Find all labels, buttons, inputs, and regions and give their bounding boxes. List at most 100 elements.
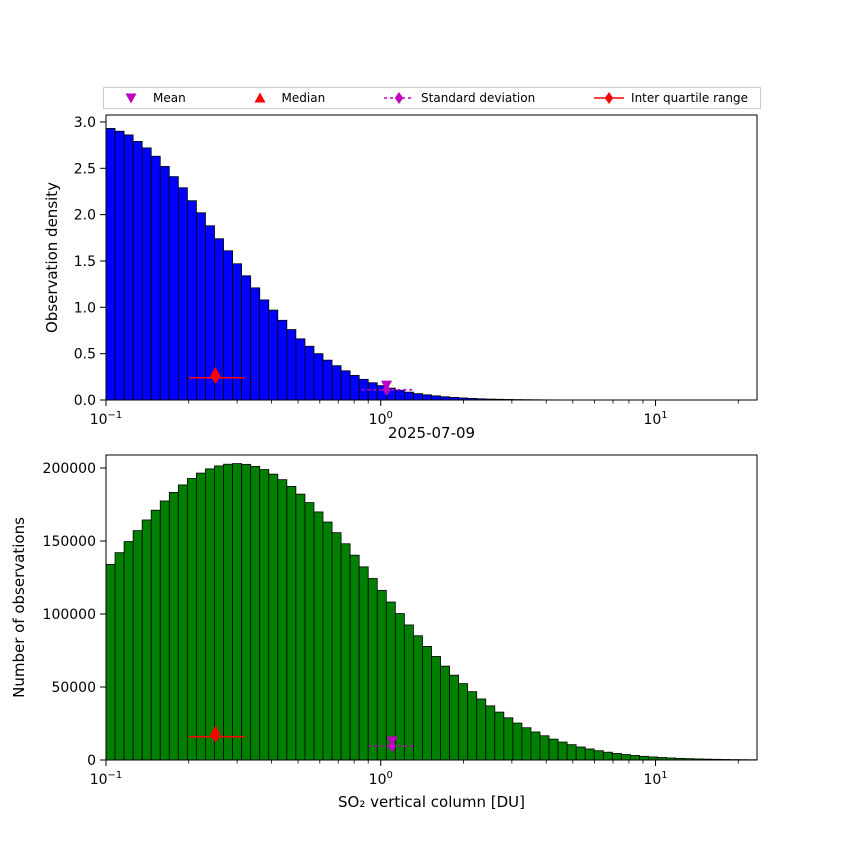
histogram-bars: [105, 463, 758, 761]
histogram-bar: [376, 589, 387, 761]
legend-item-standard-deviation: Standard deviation: [384, 91, 535, 105]
y-axis-label: Number of observations: [10, 517, 28, 698]
x-tick-label: 10−1: [90, 770, 123, 788]
histogram-bar: [123, 134, 134, 401]
histogram-bar: [539, 735, 550, 761]
histogram-bar: [331, 532, 342, 761]
histogram-bar: [177, 484, 188, 761]
chart-title: 2025-07-09: [388, 424, 475, 442]
legend: Mean Median Standard deviation Inter quarti…: [103, 87, 761, 109]
histogram-bar: [413, 393, 423, 401]
histogram-bar: [494, 711, 505, 761]
histogram-bar: [340, 370, 351, 401]
histogram-bar: [575, 746, 586, 761]
histogram-bar: [413, 635, 423, 761]
histogram-bar: [277, 479, 288, 761]
histogram-bar: [268, 473, 279, 761]
histogram-bar: [331, 365, 342, 401]
histogram-bar: [223, 463, 233, 761]
histogram-bar: [132, 141, 143, 401]
median-marker: [254, 92, 266, 103]
diamond-solid-icon: [594, 92, 625, 104]
triangle-up-icon: [254, 92, 266, 103]
histogram-bar: [286, 485, 297, 761]
legend-label: Inter quartile range: [631, 91, 748, 105]
histogram-bar: [214, 465, 224, 761]
axes-frame: [105, 114, 758, 401]
histogram-bar: [105, 563, 116, 761]
histogram-bar: [196, 472, 206, 761]
histogram-bar: [530, 731, 541, 761]
histogram-bar: [168, 491, 179, 761]
histogram-bar: [485, 705, 496, 761]
standard-deviation-marker: [387, 740, 397, 753]
histogram-bar: [422, 646, 432, 761]
legend-label: Median: [281, 91, 326, 105]
x-tick-label: 100: [369, 770, 393, 788]
statistic-markers: [188, 366, 413, 396]
histogram-bar: [268, 309, 279, 401]
histogram-bar: [114, 130, 125, 401]
histogram-bar: [205, 468, 215, 761]
histogram-bar: [367, 382, 378, 401]
legend-label: Mean: [153, 91, 186, 105]
histogram-bar: [458, 683, 469, 761]
legend-label: Standard deviation: [421, 91, 536, 105]
histogram-bar: [150, 509, 161, 761]
histogram-bar: [250, 465, 261, 761]
histogram-bar: [259, 299, 270, 401]
x-axis-ticks: 10−1 100 101: [90, 760, 739, 788]
histogram-bar: [322, 359, 333, 401]
median-marker: [209, 725, 221, 736]
histogram-bar: [403, 624, 414, 761]
histogram-bar: [394, 389, 405, 401]
y-axis-ticks: 0 50000 100000 150000 200000: [43, 461, 106, 769]
y-tick-label: 1.0: [74, 300, 96, 316]
y-tick-label: 2.5: [74, 161, 96, 177]
histogram-bar: [304, 502, 315, 761]
y-tick-label: 150000: [43, 534, 96, 550]
x-axis-label: SO₂ vertical column [DU]: [338, 793, 525, 811]
number-of-observations-histogram: 0 50000 100000 150000 200000 10−1 100 101 Number…: [10, 424, 758, 811]
histogram-bar: [620, 754, 631, 761]
histogram-bar: [322, 521, 333, 761]
histogram-bar: [385, 601, 396, 761]
histogram-bar: [259, 469, 270, 761]
histogram-bar: [313, 353, 324, 401]
histogram-bar: [557, 741, 568, 761]
triangle-down-icon: [125, 93, 137, 104]
y-tick-label: 200000: [43, 461, 96, 477]
histogram-bar: [431, 656, 441, 761]
x-tick-label: 101: [643, 770, 667, 788]
histogram-bar: [584, 748, 595, 761]
histogram-bar: [286, 329, 297, 401]
histogram-bar: [358, 566, 369, 761]
y-tick-label: 0.0: [74, 393, 96, 409]
inter-quartile-range-marker: [604, 92, 614, 104]
histogram-bar: [476, 698, 487, 761]
histogram-bar: [277, 319, 288, 401]
histogram-bar: [340, 543, 351, 761]
legend-item-mean: Mean: [116, 91, 186, 105]
histogram-bar: [349, 554, 360, 761]
y-tick-label: 50000: [51, 680, 96, 696]
standard-deviation-marker: [382, 383, 391, 396]
histogram-bar: [431, 395, 441, 401]
histogram-bar: [503, 717, 514, 761]
histogram-bar: [449, 674, 460, 761]
histogram-bar: [177, 187, 188, 401]
histogram-bar: [150, 155, 161, 401]
mean-marker: [125, 93, 137, 104]
histogram-bar: [630, 755, 640, 761]
y-tick-label: 0.5: [74, 347, 96, 363]
histogram-bar: [349, 375, 360, 401]
histogram-bar: [602, 751, 613, 761]
y-tick-label: 1.5: [74, 254, 96, 270]
histogram-bar: [123, 541, 134, 761]
standard-deviation-marker: [394, 92, 404, 104]
histogram-bar: [159, 166, 170, 401]
histogram-bar: [440, 665, 450, 761]
y-tick-label: 100000: [43, 607, 96, 623]
histogram-bar: [232, 263, 243, 401]
